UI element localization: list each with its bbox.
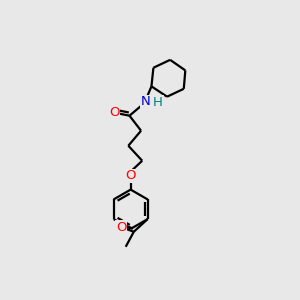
Text: N: N [141,95,151,108]
Text: H: H [153,96,163,109]
Text: O: O [116,221,126,234]
Text: O: O [109,106,120,119]
Text: O: O [125,169,136,182]
